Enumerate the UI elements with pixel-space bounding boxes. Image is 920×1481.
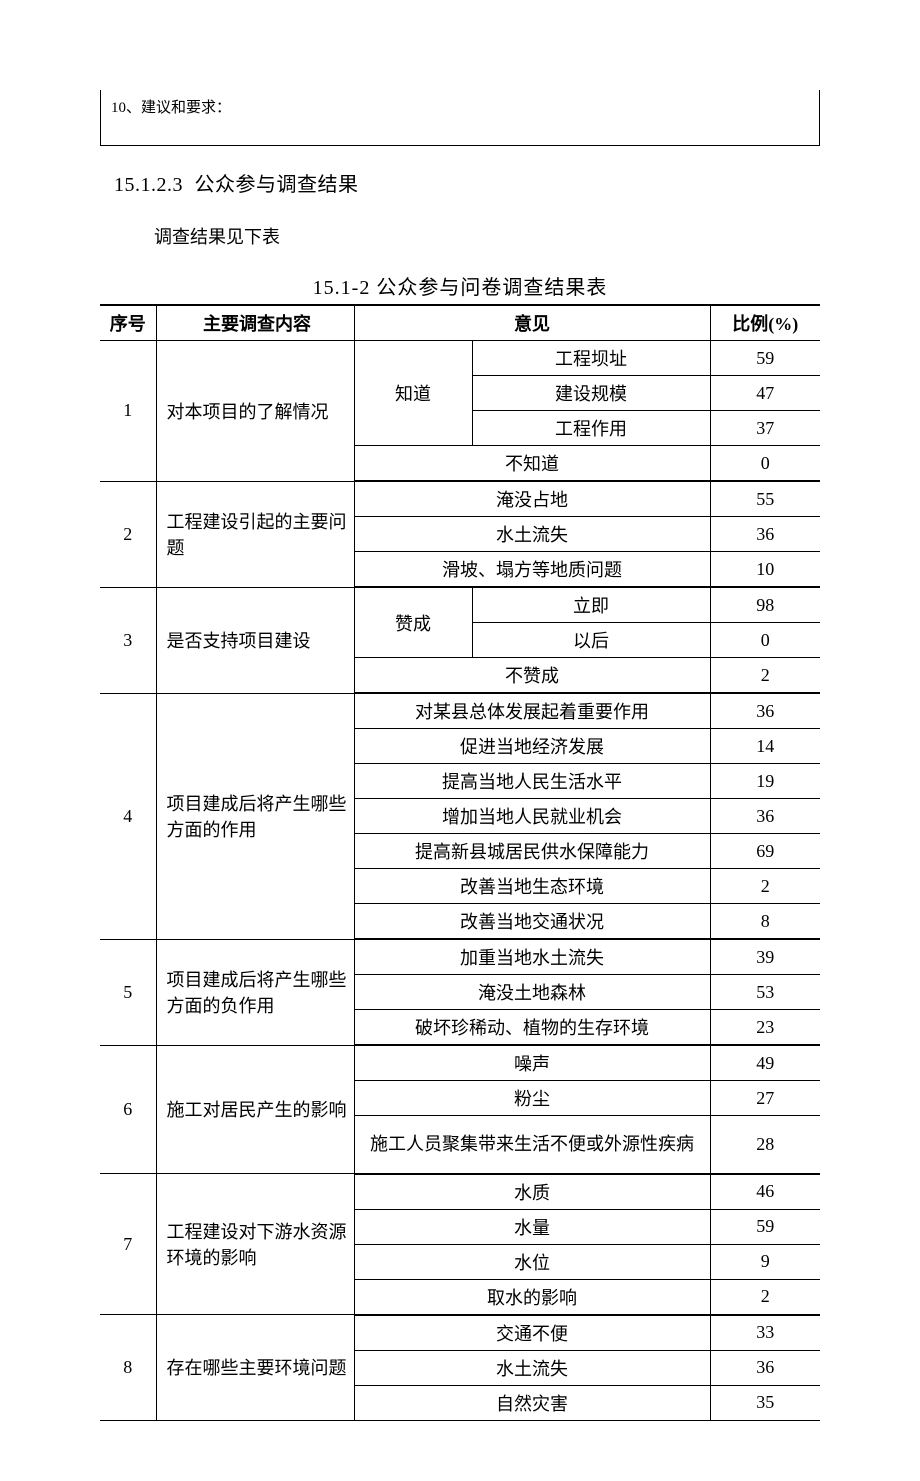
row-question: 工程建设对下游水资源环境的影响 (156, 1174, 354, 1315)
opinion-cell: 改善当地交通状况 (354, 904, 710, 940)
opinion-cell: 噪声 (354, 1045, 710, 1081)
row-question: 工程建设引起的主要问题 (156, 481, 354, 587)
opinion-cell: 粉尘 (354, 1081, 710, 1116)
pct-cell: 33 (710, 1315, 820, 1351)
th-pct: 比例(%) (710, 305, 820, 341)
opinion-cell: 破坏珍稀动、植物的生存环境 (354, 1010, 710, 1046)
opinion-subcell: 工程作用 (472, 411, 710, 446)
table-row: 5项目建成后将产生哪些方面的负作用加重当地水土流失39 (100, 939, 820, 975)
row-no: 3 (100, 587, 156, 693)
opinion-cell: 自然灾害 (354, 1385, 710, 1420)
row-question: 对本项目的了解情况 (156, 341, 354, 482)
pct-cell: 47 (710, 376, 820, 411)
pct-cell: 2 (710, 1279, 820, 1315)
opinion-cell: 水位 (354, 1244, 710, 1279)
pct-cell: 27 (710, 1081, 820, 1116)
row-question: 项目建成后将产生哪些方面的作用 (156, 693, 354, 939)
top-comment-box: 10、建议和要求： (100, 90, 820, 146)
pct-cell: 19 (710, 764, 820, 799)
top-comment-label: 10、建议和要求： (111, 100, 231, 116)
pct-cell: 98 (710, 587, 820, 623)
pct-cell: 28 (710, 1116, 820, 1174)
opinion-cell: 提高新县城居民供水保障能力 (354, 834, 710, 869)
opinion-cell: 改善当地生态环境 (354, 869, 710, 904)
th-no: 序号 (100, 305, 156, 341)
opinion-cell: 水土流失 (354, 517, 710, 552)
pct-cell: 14 (710, 729, 820, 764)
intro-line: 调查结果见下表 (154, 223, 820, 249)
opinion-subcell: 工程坝址 (472, 341, 710, 376)
row-no: 7 (100, 1174, 156, 1315)
opinion-cell: 提高当地人民生活水平 (354, 764, 710, 799)
table-row: 1对本项目的了解情况知道工程坝址59 (100, 341, 820, 376)
row-no: 4 (100, 693, 156, 939)
pct-cell: 37 (710, 411, 820, 446)
opinion-cell: 水土流失 (354, 1350, 710, 1385)
opinion-cell: 取水的影响 (354, 1279, 710, 1315)
pct-cell: 10 (710, 552, 820, 588)
opinion-cell: 水质 (354, 1174, 710, 1210)
opinion-cell: 对某县总体发展起着重要作用 (354, 693, 710, 729)
section-heading-text: 公众参与调查结果 (195, 174, 359, 196)
section-heading-num: 15.1.2.3 (114, 174, 183, 196)
opinion-cell: 促进当地经济发展 (354, 729, 710, 764)
row-no: 8 (100, 1315, 156, 1421)
opinion-cell: 增加当地人民就业机会 (354, 799, 710, 834)
opinion-cell: 滑坡、塌方等地质问题 (354, 552, 710, 588)
row-no: 6 (100, 1045, 156, 1174)
row-question: 施工对居民产生的影响 (156, 1045, 354, 1174)
pct-cell: 49 (710, 1045, 820, 1081)
opinion-cell: 施工人员聚集带来生活不便或外源性疾病 (354, 1116, 710, 1174)
table-row: 7工程建设对下游水资源环境的影响水质46 (100, 1174, 820, 1210)
row-no: 1 (100, 341, 156, 482)
pct-cell: 35 (710, 1385, 820, 1420)
pct-cell: 59 (710, 341, 820, 376)
row-no: 2 (100, 481, 156, 587)
pct-cell: 2 (710, 869, 820, 904)
pct-cell: 8 (710, 904, 820, 940)
pct-cell: 55 (710, 481, 820, 517)
table-row: 4项目建成后将产生哪些方面的作用对某县总体发展起着重要作用36 (100, 693, 820, 729)
opinion-cell: 加重当地水土流失 (354, 939, 710, 975)
table-row: 3是否支持项目建设赞成立即98 (100, 587, 820, 623)
section-heading: 15.1.2.3 公众参与调查结果 (114, 168, 820, 197)
opinion-cell: 淹没土地森林 (354, 975, 710, 1010)
table-row: 6施工对居民产生的影响噪声49 (100, 1045, 820, 1081)
row-question: 项目建成后将产生哪些方面的负作用 (156, 939, 354, 1045)
table-row: 2工程建设引起的主要问题淹没占地55 (100, 481, 820, 517)
pct-cell: 0 (710, 446, 820, 482)
table-title: 15.1-2 公众参与问卷调查结果表 (100, 271, 820, 300)
pct-cell: 0 (710, 623, 820, 658)
row-question: 存在哪些主要环境问题 (156, 1315, 354, 1421)
opinion-subcell: 立即 (472, 587, 710, 623)
opinion-cell: 不知道 (354, 446, 710, 482)
pct-cell: 53 (710, 975, 820, 1010)
opinion-subcell: 建设规模 (472, 376, 710, 411)
survey-results-table: 序号 主要调查内容 意见 比例(%) 1对本项目的了解情况知道工程坝址59建设规… (100, 304, 820, 1421)
pct-cell: 2 (710, 658, 820, 694)
pct-cell: 39 (710, 939, 820, 975)
pct-cell: 9 (710, 1244, 820, 1279)
opinion-cell: 水量 (354, 1209, 710, 1244)
table-row: 8存在哪些主要环境问题交通不便33 (100, 1315, 820, 1351)
pct-cell: 36 (710, 799, 820, 834)
pct-cell: 46 (710, 1174, 820, 1210)
pct-cell: 36 (710, 1350, 820, 1385)
pct-cell: 36 (710, 693, 820, 729)
opinion-group-cell: 知道 (354, 341, 472, 446)
row-no: 5 (100, 939, 156, 1045)
opinion-subcell: 以后 (472, 623, 710, 658)
pct-cell: 23 (710, 1010, 820, 1046)
th-opinion: 意见 (354, 305, 710, 341)
opinion-group-cell: 赞成 (354, 587, 472, 658)
row-question: 是否支持项目建设 (156, 587, 354, 693)
th-question: 主要调查内容 (156, 305, 354, 341)
opinion-cell: 交通不便 (354, 1315, 710, 1351)
pct-cell: 69 (710, 834, 820, 869)
survey-table-body: 1对本项目的了解情况知道工程坝址59建设规模47工程作用37不知道02工程建设引… (100, 341, 820, 1421)
opinion-cell: 淹没占地 (354, 481, 710, 517)
pct-cell: 36 (710, 517, 820, 552)
pct-cell: 59 (710, 1209, 820, 1244)
opinion-cell: 不赞成 (354, 658, 710, 694)
